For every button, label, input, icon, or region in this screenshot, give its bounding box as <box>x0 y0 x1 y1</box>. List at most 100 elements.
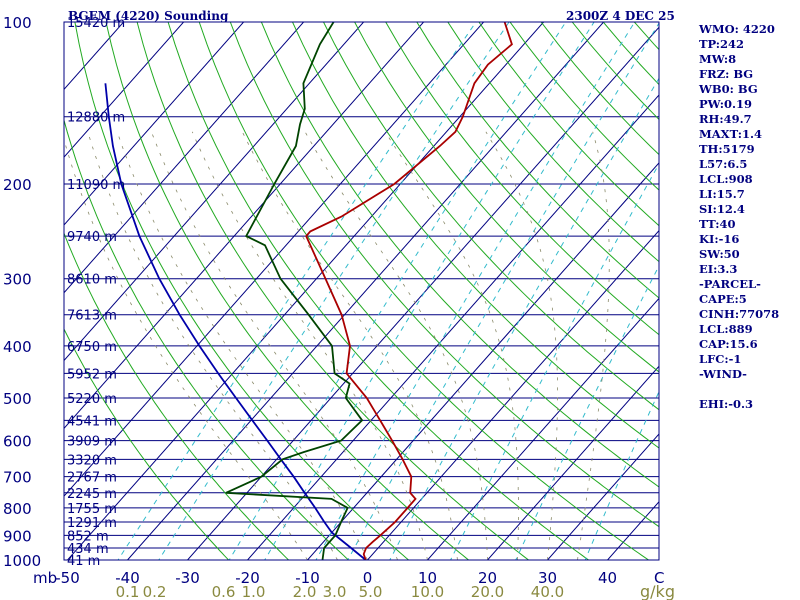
temperature-tick-label: 40 <box>598 569 617 587</box>
stability-index-row: KI:-16 <box>699 232 740 246</box>
height-level-label: 852 m <box>67 529 109 544</box>
height-level-label: 7613 m <box>67 309 117 324</box>
mixing-ratio-unit-label: g/kg <box>640 582 675 600</box>
mixing-ratio-line <box>450 163 659 560</box>
moist-adiabat-line <box>64 138 308 560</box>
isotherm-line <box>306 162 659 560</box>
mixing-ratio-line <box>315 22 636 560</box>
dry-adiabat-line <box>105 22 470 560</box>
temperature-tick-label: 20 <box>478 569 497 587</box>
stability-index-row: -WIND- <box>699 367 747 381</box>
mixing-ratio-line <box>264 22 595 560</box>
mixing-ratio-tick-label: 2.0 <box>293 583 317 600</box>
mixing-ratio-line <box>117 22 477 560</box>
mixing-ratio-tick-label: 10.0 <box>411 583 444 600</box>
isotherm-line <box>546 433 659 560</box>
dry-adiabat-line <box>64 327 230 560</box>
pressure-tick-label: 100 <box>3 14 32 32</box>
stability-index-panel: WMO: 4220 TP:242 MW:8 FRZ: BG WB0: BG PW:0.19… <box>699 22 799 412</box>
dry-adiabat-line <box>167 22 590 560</box>
height-level-label: 3320 m <box>67 453 117 468</box>
temperature-tick-label: -50 <box>55 569 80 587</box>
isotherm-line <box>246 94 659 560</box>
height-level-label: 6750 m <box>67 340 117 355</box>
stability-index-row: CINH:77078 <box>699 307 780 321</box>
stability-index-row: MW:8 <box>699 52 737 66</box>
stability-index-row: CAP:15.6 <box>699 337 758 351</box>
stability-index-row: EI:3.3 <box>699 262 738 276</box>
mixing-ratio-line <box>389 77 659 560</box>
dry-adiabat-line <box>354 22 659 373</box>
isotherm-line <box>64 22 185 158</box>
pressure-unit-label: mb <box>33 569 57 587</box>
dry-adiabat-line <box>136 22 530 560</box>
height-level-label: 4541 m <box>67 414 117 429</box>
profile-layer <box>104 22 513 560</box>
temperature-tick-label: 0 <box>363 569 373 587</box>
moist-adiabat-line <box>485 131 558 560</box>
pressure-tick-label: 200 <box>3 176 32 194</box>
stability-index-row: MAXT:1.4 <box>699 127 762 141</box>
temperature-unit-label: C <box>654 569 664 587</box>
stability-index-row: SI:12.4 <box>699 202 745 216</box>
mixing-ratio-line <box>347 22 659 560</box>
stability-index-row: LFC:-1 <box>699 352 742 366</box>
mixing-ratio-line <box>515 264 659 560</box>
height-level-label: 11090 m <box>67 178 125 193</box>
mixing-ratio-line <box>228 22 567 560</box>
isotherm-line <box>64 22 305 294</box>
dry-adiabat-line <box>74 22 410 560</box>
temperature-profile-line <box>305 22 513 560</box>
dry-adiabat-line <box>64 231 290 560</box>
temperature-tick-label: -10 <box>295 569 320 587</box>
stability-index-row: PW:0.19 <box>699 97 753 111</box>
isotherm-line <box>64 22 425 430</box>
height-level-label: 2767 m <box>67 471 117 486</box>
stability-index-row: TP:242 <box>699 37 745 51</box>
height-level-label: 5952 m <box>67 367 117 382</box>
height-level-label: 1755 m <box>67 502 117 517</box>
mixing-ratio-tick-label: 3.0 <box>323 583 347 600</box>
stability-index-row: EHI:-0.3 <box>699 397 754 411</box>
stability-index-row: -PARCEL- <box>699 277 761 291</box>
height-level-label: 9740 m <box>67 230 117 245</box>
dry-adiabat-line <box>322 22 659 411</box>
stability-index-row: WB0: BG <box>699 82 758 96</box>
height-level-label: 3909 m <box>67 435 117 450</box>
stability-index-row <box>699 382 799 397</box>
stability-index-row: SW:50 <box>699 247 740 261</box>
stability-index-row: LI:15.7 <box>699 187 745 201</box>
temperature-tick-label: 30 <box>538 569 557 587</box>
mixing-ratio-tick-label: 0.2 <box>143 583 167 600</box>
pressure-tick-label: 600 <box>3 433 32 451</box>
temperature-tick-label: -20 <box>235 569 260 587</box>
chart-title: BGEM (4220) Sounding <box>68 9 229 23</box>
height-level-label: 5220 m <box>67 392 117 407</box>
height-level-label: 434 m <box>67 542 109 557</box>
height-level-label: 12880 m <box>67 111 125 126</box>
stability-index-row: TH:5179 <box>699 142 755 156</box>
temperature-tick-label: -30 <box>175 569 200 587</box>
temperature-tick-label: 10 <box>418 569 437 587</box>
height-level-label: 8610 m <box>67 273 117 288</box>
stability-index-row: LCL:889 <box>699 322 753 336</box>
isotherm-line <box>66 22 545 560</box>
pressure-tick-label: 800 <box>3 500 32 518</box>
moist-adiabat-line <box>87 131 338 560</box>
pressure-tick-label: 900 <box>3 527 32 545</box>
temperature-tick-label: -40 <box>115 569 140 587</box>
stability-index-row: FRZ: BG <box>699 67 754 81</box>
dry-adiabat-line <box>64 118 350 560</box>
pressure-tick-label: 500 <box>3 390 32 408</box>
plot-frame <box>63 21 660 561</box>
stability-index-row: CAPE:5 <box>699 292 747 306</box>
mixing-ratio-tick-label: 5.0 <box>359 583 383 600</box>
dry-adiabat-line <box>447 22 659 263</box>
mixing-ratio-tick-label: 20.0 <box>471 583 504 600</box>
isotherm-line <box>126 22 605 560</box>
pressure-tick-label: 1000 <box>3 552 41 570</box>
mixing-ratio-tick-label: 0.6 <box>212 583 236 600</box>
dry-adiabat-line <box>260 22 659 488</box>
moist-adiabat-line <box>151 131 398 560</box>
